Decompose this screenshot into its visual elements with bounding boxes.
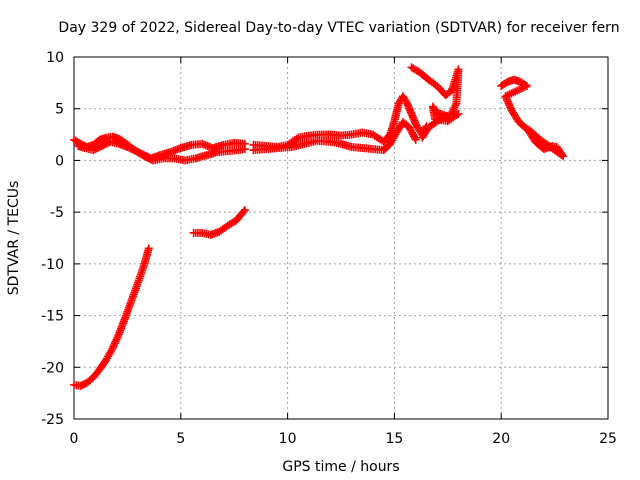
y-tick-label: -25 (41, 412, 64, 428)
data-point (502, 94, 511, 103)
series-early-decline (70, 244, 153, 390)
series-late-cluster (407, 63, 463, 142)
data-point (407, 126, 416, 135)
data-point (503, 95, 512, 104)
data-point (405, 123, 414, 132)
y-tick-label: 5 (55, 102, 64, 118)
data-point (409, 130, 418, 139)
data-point (410, 133, 419, 142)
data-point (406, 125, 415, 134)
x-tick-label: 15 (385, 431, 403, 447)
data-point (505, 101, 514, 110)
data-point (144, 244, 153, 253)
data-points (70, 63, 568, 390)
data-point (111, 337, 120, 346)
data-point (419, 131, 428, 140)
x-tick-label: 5 (176, 431, 185, 447)
data-point (240, 206, 249, 215)
data-point (109, 342, 118, 351)
series-mid-band-b (249, 118, 420, 155)
data-point (110, 339, 119, 348)
y-tick-label: -10 (41, 257, 64, 273)
series-early-band-b (74, 137, 249, 165)
data-point (292, 134, 301, 143)
series-late-decline (497, 75, 568, 161)
data-point (503, 97, 512, 106)
axis-ticks: 0 5 10 15 20 25 -25 -20 -15 -10 -5 0 5 10 (41, 50, 617, 447)
data-point (408, 128, 417, 137)
x-tick-label: 25 (599, 431, 617, 447)
data-point (409, 132, 418, 141)
data-point (548, 141, 557, 150)
chart-title: Day 329 of 2022, Sidereal Day-to-day VTE… (58, 20, 619, 36)
data-point (112, 335, 121, 344)
data-point (402, 97, 411, 106)
data-point (114, 331, 123, 340)
y-tick-label: 10 (46, 50, 64, 66)
y-tick-label: -20 (41, 360, 64, 376)
data-point (506, 103, 515, 112)
data-point (239, 207, 248, 216)
x-tick-label: 0 (70, 431, 79, 447)
data-point (504, 99, 513, 108)
data-point (113, 333, 122, 342)
data-point (240, 145, 249, 154)
y-tick-label: -5 (50, 205, 64, 221)
plot-frame (73, 56, 609, 420)
x-axis-label: GPS time / hours (282, 459, 399, 475)
data-point (501, 92, 510, 101)
data-point (108, 344, 117, 353)
y-tick-label: -15 (41, 309, 64, 325)
x-tick-label: 20 (492, 431, 510, 447)
data-point (418, 133, 427, 142)
data-point (110, 341, 119, 350)
y-tick-label: 0 (55, 153, 64, 169)
data-point (411, 135, 420, 144)
y-axis-label: SDTVAR / TECUs (6, 181, 22, 296)
x-tick-label: 10 (279, 431, 297, 447)
series-mid-negative (189, 206, 249, 239)
